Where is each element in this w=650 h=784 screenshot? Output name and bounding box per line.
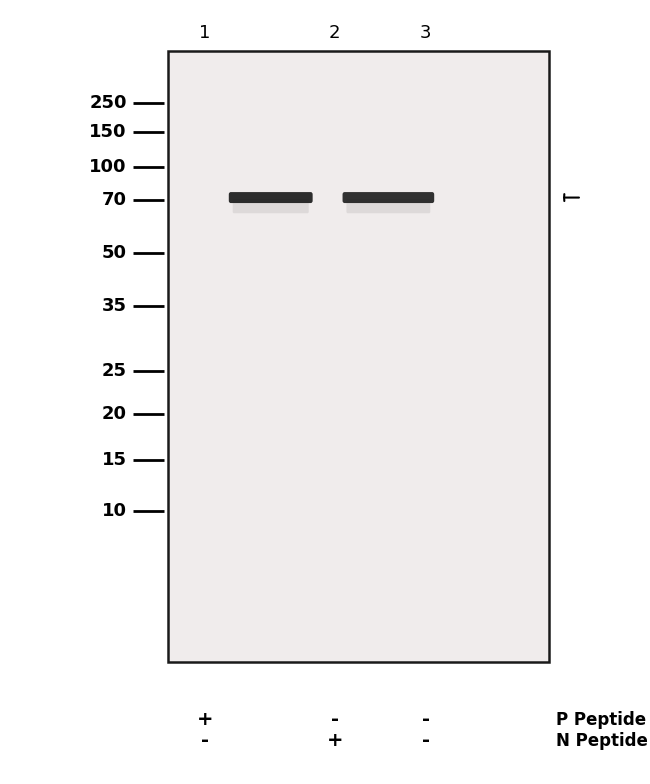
Text: 10: 10: [102, 503, 127, 520]
Text: P Peptide: P Peptide: [556, 711, 646, 728]
Text: 3: 3: [420, 24, 432, 42]
Text: 2: 2: [329, 24, 341, 42]
FancyBboxPatch shape: [346, 199, 430, 213]
Text: 150: 150: [89, 123, 127, 140]
Text: 1: 1: [199, 24, 211, 42]
Text: 25: 25: [102, 362, 127, 379]
Text: 50: 50: [102, 245, 127, 262]
Text: -: -: [422, 710, 430, 729]
FancyBboxPatch shape: [229, 192, 313, 203]
Text: 250: 250: [89, 95, 127, 112]
Text: 20: 20: [102, 405, 127, 423]
Bar: [168, 51, 549, 662]
Text: -: -: [201, 731, 209, 750]
FancyBboxPatch shape: [343, 192, 434, 203]
Text: N Peptide: N Peptide: [556, 732, 647, 750]
Text: +: +: [326, 731, 343, 750]
Text: 100: 100: [89, 158, 127, 176]
FancyBboxPatch shape: [233, 199, 309, 213]
Text: 15: 15: [102, 452, 127, 469]
Text: -: -: [422, 731, 430, 750]
Text: 35: 35: [102, 297, 127, 314]
Text: 70: 70: [102, 191, 127, 209]
Text: -: -: [331, 710, 339, 729]
Text: +: +: [196, 710, 213, 729]
